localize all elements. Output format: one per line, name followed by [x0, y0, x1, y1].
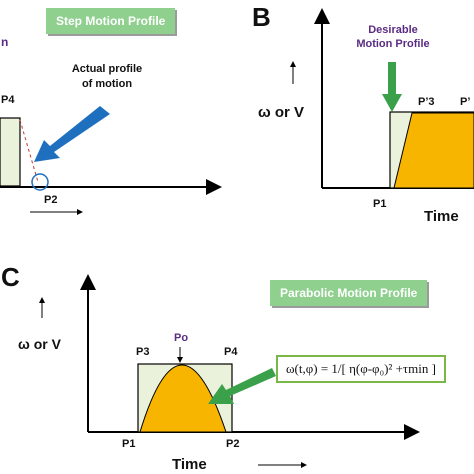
panel-a-p2-circle	[31, 173, 49, 191]
panel-b-green-arrow	[382, 62, 402, 112]
panel-b-desirable-label: Desirable Motion Profile	[356, 24, 430, 50]
panel-a-left-fragment: n	[1, 35, 9, 49]
panel-b-y-label: ω or V	[258, 104, 305, 121]
panel-c-green-arrow	[208, 368, 276, 404]
panel-a-point-p4: P4	[1, 94, 15, 106]
panel-c-point-p3: P3	[136, 346, 150, 358]
panel-c-point-p1: P1	[122, 438, 136, 450]
panel-c-point-po: Po	[174, 332, 189, 344]
panel-c-x-label: Time	[172, 456, 207, 473]
panel-b-x-label: Time	[424, 208, 459, 225]
panel-a-title: Step Motion Profile	[46, 8, 176, 34]
panel-b-letter: B	[252, 2, 271, 32]
panel-b-point-p3: P’3	[418, 96, 435, 108]
panel-c-parabola	[139, 364, 227, 433]
panel-b-point-p1: P1	[373, 198, 387, 210]
panel-a-dashed-profile	[19, 119, 39, 183]
panel-b-point-right: P’	[460, 96, 471, 108]
panel-c-title: Parabolic Motion Profile	[270, 280, 428, 306]
panel-b-trapezoid	[393, 112, 474, 189]
panel-a-blue-arrow	[34, 106, 110, 162]
panel-b-graphics	[290, 8, 474, 189]
panel-a-step-box	[0, 117, 21, 187]
panel-a-annotation: Actual profile of motion	[71, 63, 143, 90]
panel-c-letter: C	[1, 262, 20, 292]
panel-c-point-p4: P4	[224, 346, 238, 358]
panel-a-point-p2: P2	[44, 194, 58, 206]
panel-a-graphics	[0, 106, 222, 215]
panel-c-y-label: ω or V	[18, 336, 61, 352]
panel-c-graphics	[39, 274, 420, 468]
panel-c-point-p2: P2	[226, 438, 240, 450]
panel-c-equation: ω(t,φ) = 1/[ η(φ-φ₀)² +τmin ]	[276, 355, 446, 383]
